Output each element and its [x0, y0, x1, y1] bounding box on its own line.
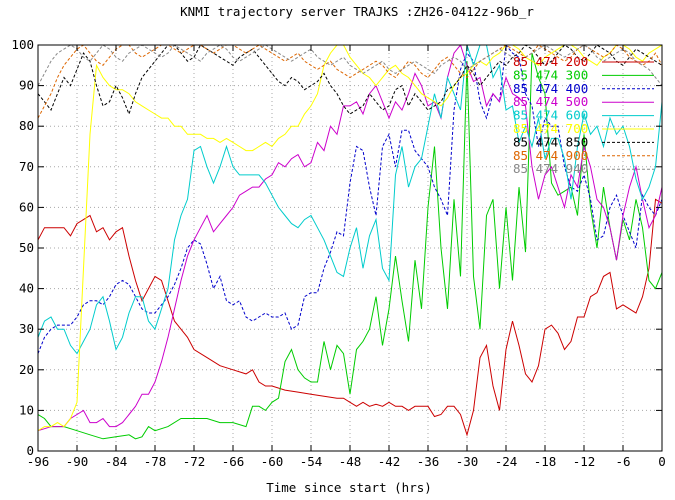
axis-ticks: -96 -90 -84 -78 -72 -66 -60 -54 -48 -42 -36 -30 -24-… [11, 37, 665, 469]
y-tick-label: 80 [19, 118, 34, 133]
x-tick-label: -60 [261, 454, 284, 469]
x-tick-label: -48 [339, 454, 362, 469]
series-line-85-474-400 [38, 45, 662, 354]
legend-label: 85 474 600 [513, 108, 588, 123]
x-tick-label: -12 [573, 454, 596, 469]
y-tick-label: 50 [19, 240, 34, 255]
x-tick-label: -96 [27, 454, 50, 469]
x-tick-label: -30 [456, 454, 479, 469]
series-line-85-474-900 [38, 45, 662, 119]
y-tick-label: 0 [26, 443, 34, 458]
legend-label: 85 474 700 [513, 121, 588, 136]
x-axis-label: Time since start (hrs) [266, 480, 432, 495]
y-tick-label: 20 [19, 362, 34, 377]
y-tick-label: 60 [19, 199, 34, 214]
series-line-85-474-850 [38, 45, 662, 116]
legend-label: 85 474 850 [513, 134, 588, 149]
legend-label: 85 474 500 [513, 94, 588, 109]
y-tick-label: 30 [19, 321, 34, 336]
legend-label: 85 474 400 [513, 81, 588, 96]
x-tick-label: -54 [300, 454, 323, 469]
x-tick-label: -24 [495, 454, 518, 469]
chart-title: KNMI trajectory server TRAJKS :ZH26-0412… [180, 4, 534, 19]
legend-label: 85 474 300 [513, 67, 588, 82]
legend-label: 85 474 900 [513, 148, 588, 163]
legend-label: 85 474 200 [513, 54, 588, 69]
series-line-85-474-600 [38, 45, 662, 355]
x-tick-label: 0 [658, 454, 666, 469]
y-tick-label: 10 [19, 402, 34, 417]
y-tick-label: 100 [11, 37, 34, 52]
x-tick-label: -66 [222, 454, 245, 469]
series-line-85-474-700 [38, 45, 662, 432]
y-tick-label: 90 [19, 78, 34, 93]
y-tick-label: 70 [19, 159, 34, 174]
x-tick-label: -18 [534, 454, 557, 469]
x-tick-label: -72 [183, 454, 206, 469]
x-tick-label: -78 [144, 454, 167, 469]
x-tick-label: -6 [615, 454, 630, 469]
y-tick-label: 40 [19, 281, 34, 296]
x-tick-label: -84 [105, 454, 128, 469]
series-line-85-474-200 [38, 198, 662, 437]
series-lines [38, 45, 662, 440]
x-tick-label: -42 [378, 454, 401, 469]
x-tick-label: -90 [66, 454, 89, 469]
legend-label: 85 474 940 [513, 161, 588, 176]
x-tick-label: -36 [417, 454, 440, 469]
series-line-85-474-500 [38, 45, 662, 432]
